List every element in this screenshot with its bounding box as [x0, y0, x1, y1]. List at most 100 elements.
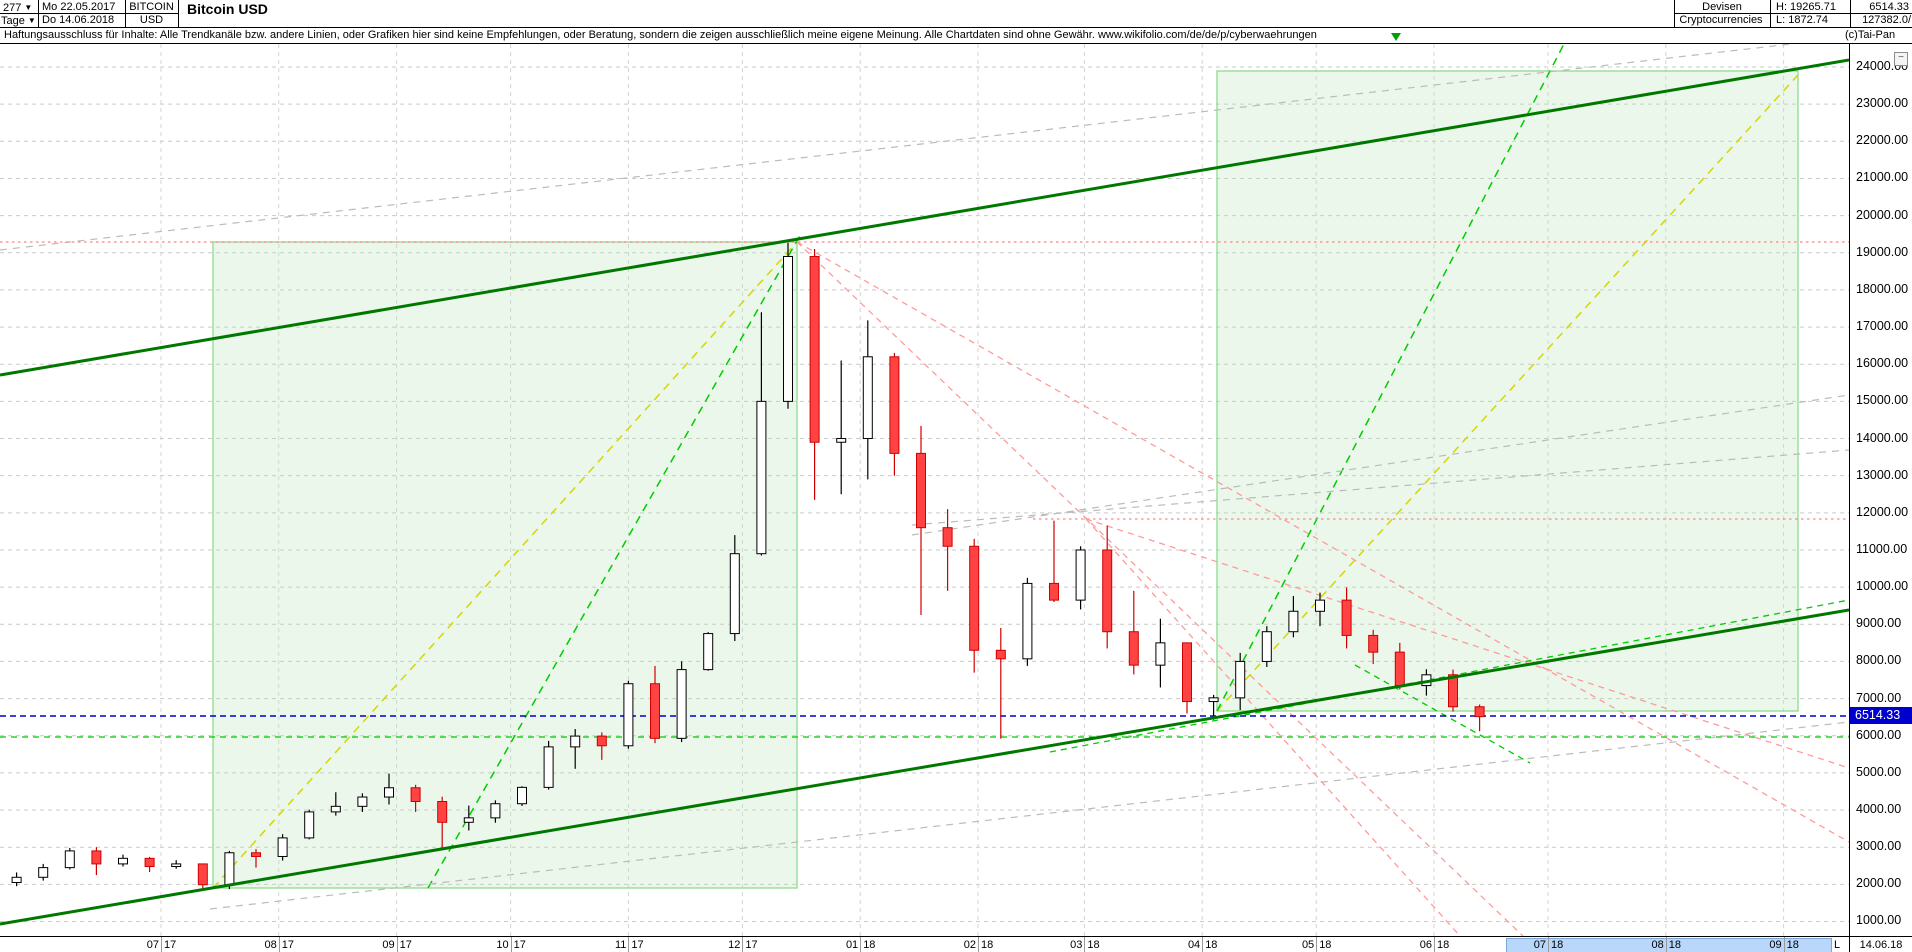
candle-body [224, 852, 235, 886]
x-axis-tick [742, 937, 744, 952]
price-chart-canvas[interactable] [0, 44, 1849, 936]
candle-body [1102, 549, 1113, 633]
last-date-label: 14.06.18 [1859, 939, 1903, 951]
candle-body [889, 356, 900, 454]
y-axis-label: 15000.00 [1856, 393, 1909, 408]
may-fan-line[interactable] [1354, 664, 1531, 764]
lower-channel-line[interactable] [0, 608, 1849, 926]
candle-body [1022, 582, 1033, 660]
y-axis-label: 5000.00 [1856, 764, 1902, 779]
y-axis-label: 20000.00 [1856, 207, 1909, 222]
category-line1: Devisen [1702, 1, 1742, 13]
chart-title: Bitcoin USD [187, 3, 268, 16]
x-axis-tick [1202, 937, 1204, 952]
divider [178, 0, 179, 27]
box1-diagonal-line[interactable] [212, 241, 798, 889]
candle-body [783, 255, 793, 402]
y-axis-label: 6000.00 [1856, 727, 1902, 742]
x-axis-label: 17 [281, 939, 295, 951]
x-axis-tick [1783, 937, 1785, 952]
march-fan-1[interactable] [1085, 518, 1849, 769]
candle-body [490, 803, 501, 819]
gray-channel-upper[interactable] [0, 44, 1792, 251]
x-axis-tick [1316, 937, 1318, 952]
divider [0, 13, 178, 14]
candle-body [1315, 599, 1325, 612]
candle-body [916, 452, 926, 529]
candle-body [171, 863, 182, 868]
x-axis-label: 18 [1087, 939, 1100, 951]
x-axis-label: 07 [146, 939, 159, 951]
x-axis-label: 10 [496, 939, 509, 951]
candle-body [11, 876, 22, 883]
category-line2: Cryptocurrencies [1679, 14, 1763, 26]
upper-channel-line[interactable] [0, 58, 1849, 377]
candle-body [969, 545, 980, 651]
support-parallel-line[interactable] [1049, 599, 1849, 753]
candle-body [1049, 582, 1059, 601]
candle-body [650, 683, 660, 739]
y-axis-label: 2000.00 [1856, 876, 1902, 891]
candle-body [197, 863, 208, 886]
peak-trendline-2[interactable] [796, 241, 1849, 843]
x-axis-tick [1084, 937, 1086, 952]
candle-body [1448, 674, 1458, 708]
x-axis-label: 18 [1551, 939, 1564, 951]
y-axis-label: 21000.00 [1856, 170, 1909, 185]
y-axis-label: 18000.00 [1856, 281, 1909, 296]
y-axis-label: 14000.00 [1856, 430, 1909, 445]
x-axis-label: 18 [981, 939, 994, 951]
gray-channel-lower[interactable] [209, 721, 1849, 910]
low-value: L: 1872.74 [1776, 14, 1828, 26]
candle-body [304, 811, 315, 839]
y-axis-label: 23000.00 [1856, 96, 1909, 111]
marker-triangle-icon [1391, 33, 1401, 41]
chevron-down-icon: ▼ [24, 3, 33, 12]
candle-body [623, 683, 634, 747]
x-axis-tick [1548, 937, 1549, 952]
peak-trendline-1[interactable] [796, 241, 1524, 936]
candle-body [1394, 651, 1405, 687]
candle-body [942, 527, 953, 547]
x-axis-label: 02 [963, 939, 976, 951]
gray-feb-line-b[interactable] [911, 449, 1849, 526]
candle-body [703, 633, 714, 671]
x-axis-label: 05 [1301, 939, 1315, 951]
candle-body [91, 850, 102, 865]
candle-body [330, 805, 341, 813]
currency-label: USD [139, 14, 164, 26]
high-value: H: 19265.71 [1776, 1, 1836, 13]
gray-feb-line-a[interactable] [911, 394, 1849, 536]
x-axis-label: 17 [399, 939, 412, 951]
bar-count-dropdown[interactable]: 277 ▼ [3, 2, 33, 14]
candle-body [1341, 599, 1352, 636]
candle-body [1288, 610, 1299, 633]
x-axis-label: 04 [1187, 939, 1201, 951]
x-axis-tick [860, 937, 862, 952]
candle-body [410, 787, 421, 802]
candle-body [463, 817, 474, 823]
x-axis-label: 08 [264, 939, 277, 951]
y-axis-label: 4000.00 [1856, 802, 1902, 817]
y-axis-label: 1000.00 [1856, 913, 1902, 928]
candle-body [144, 857, 155, 868]
candle-body [729, 553, 740, 635]
period-dropdown[interactable]: Tage ▼ [1, 15, 36, 27]
x-axis-label: 18 [1319, 939, 1332, 951]
y-axis-label: 10000.00 [1856, 579, 1909, 594]
x-axis-label: 17 [631, 939, 644, 951]
y-axis-label: 13000.00 [1856, 467, 1909, 482]
box2-diagonal-line[interactable] [1216, 74, 1799, 712]
future-range-band [1506, 938, 1832, 952]
candle-body [1235, 660, 1246, 699]
y-axis-label: 9000.00 [1856, 616, 1902, 631]
candle-body [1368, 634, 1379, 653]
y-axis-label: 12000.00 [1856, 504, 1909, 519]
minimize-button[interactable]: − [1894, 52, 1908, 66]
x-axis-tick [161, 937, 162, 952]
symbol-label: BITCOIN [129, 1, 174, 13]
chevron-down-icon: ▼ [27, 16, 36, 25]
march-fan-2[interactable] [1085, 518, 1461, 936]
copyright-label: (c)Tai-Pan [1845, 29, 1896, 41]
